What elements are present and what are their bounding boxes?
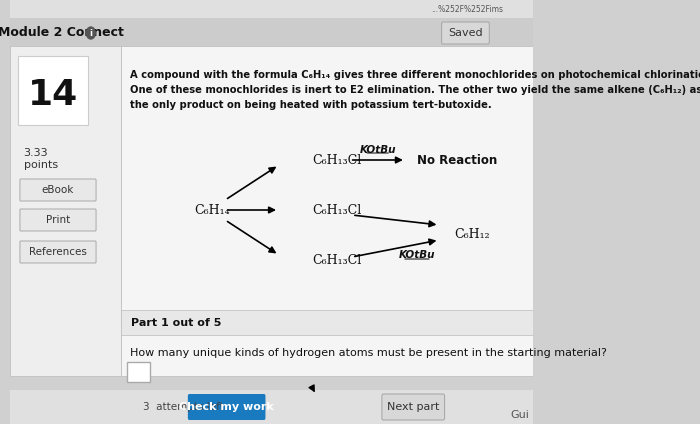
Text: KOtBu: KOtBu bbox=[399, 250, 435, 260]
Text: How many unique kinds of hydrogen atoms must be present in the starting material: How many unique kinds of hydrogen atoms … bbox=[130, 348, 606, 358]
Text: Next part: Next part bbox=[387, 402, 440, 412]
Text: One of these monochlorides is inert to E2 elimination. The other two yield the s: One of these monochlorides is inert to E… bbox=[130, 85, 700, 95]
Text: 3  attempts left: 3 attempts left bbox=[143, 402, 224, 412]
FancyBboxPatch shape bbox=[10, 0, 533, 18]
Text: i: i bbox=[90, 28, 92, 37]
FancyBboxPatch shape bbox=[20, 179, 96, 201]
FancyBboxPatch shape bbox=[442, 22, 489, 44]
Text: 14: 14 bbox=[27, 78, 78, 112]
Text: Module 2 Connect: Module 2 Connect bbox=[0, 26, 124, 39]
Text: C₆H₁₂: C₆H₁₂ bbox=[454, 229, 490, 242]
Text: C₆H₁₄: C₆H₁₄ bbox=[194, 204, 230, 217]
Text: KOtBu: KOtBu bbox=[360, 145, 396, 155]
FancyBboxPatch shape bbox=[127, 362, 150, 382]
Text: Gui: Gui bbox=[510, 410, 529, 420]
Text: Print: Print bbox=[46, 215, 70, 225]
Text: ...%252F%252Fims: ...%252F%252Fims bbox=[430, 6, 503, 14]
FancyBboxPatch shape bbox=[382, 394, 444, 420]
Text: No Reaction: No Reaction bbox=[417, 153, 497, 167]
FancyBboxPatch shape bbox=[18, 56, 88, 125]
Text: References: References bbox=[29, 247, 87, 257]
Text: A compound with the formula C₆H₁₄ gives three different monochlorides on photoch: A compound with the formula C₆H₁₄ gives … bbox=[130, 70, 700, 80]
FancyBboxPatch shape bbox=[20, 241, 96, 263]
Text: eBook: eBook bbox=[42, 185, 74, 195]
Text: the only product on being heated with potassium tert-butoxide.: the only product on being heated with po… bbox=[130, 100, 491, 110]
Text: Saved: Saved bbox=[448, 28, 483, 38]
FancyBboxPatch shape bbox=[10, 46, 120, 376]
FancyBboxPatch shape bbox=[120, 310, 533, 335]
FancyBboxPatch shape bbox=[20, 209, 96, 231]
Text: Part 1 out of 5: Part 1 out of 5 bbox=[131, 318, 221, 328]
FancyBboxPatch shape bbox=[188, 394, 265, 420]
FancyBboxPatch shape bbox=[10, 18, 533, 46]
Text: C₆H₁₃Cl: C₆H₁₃Cl bbox=[312, 153, 362, 167]
FancyBboxPatch shape bbox=[120, 46, 533, 376]
Circle shape bbox=[86, 27, 95, 39]
FancyBboxPatch shape bbox=[10, 390, 533, 424]
Text: C₆H₁₃Cl: C₆H₁₃Cl bbox=[312, 204, 362, 217]
Text: C₆H₁₃Cl: C₆H₁₃Cl bbox=[312, 254, 362, 267]
Text: 3.33
points: 3.33 points bbox=[24, 148, 58, 170]
Text: Check my work: Check my work bbox=[179, 402, 274, 412]
